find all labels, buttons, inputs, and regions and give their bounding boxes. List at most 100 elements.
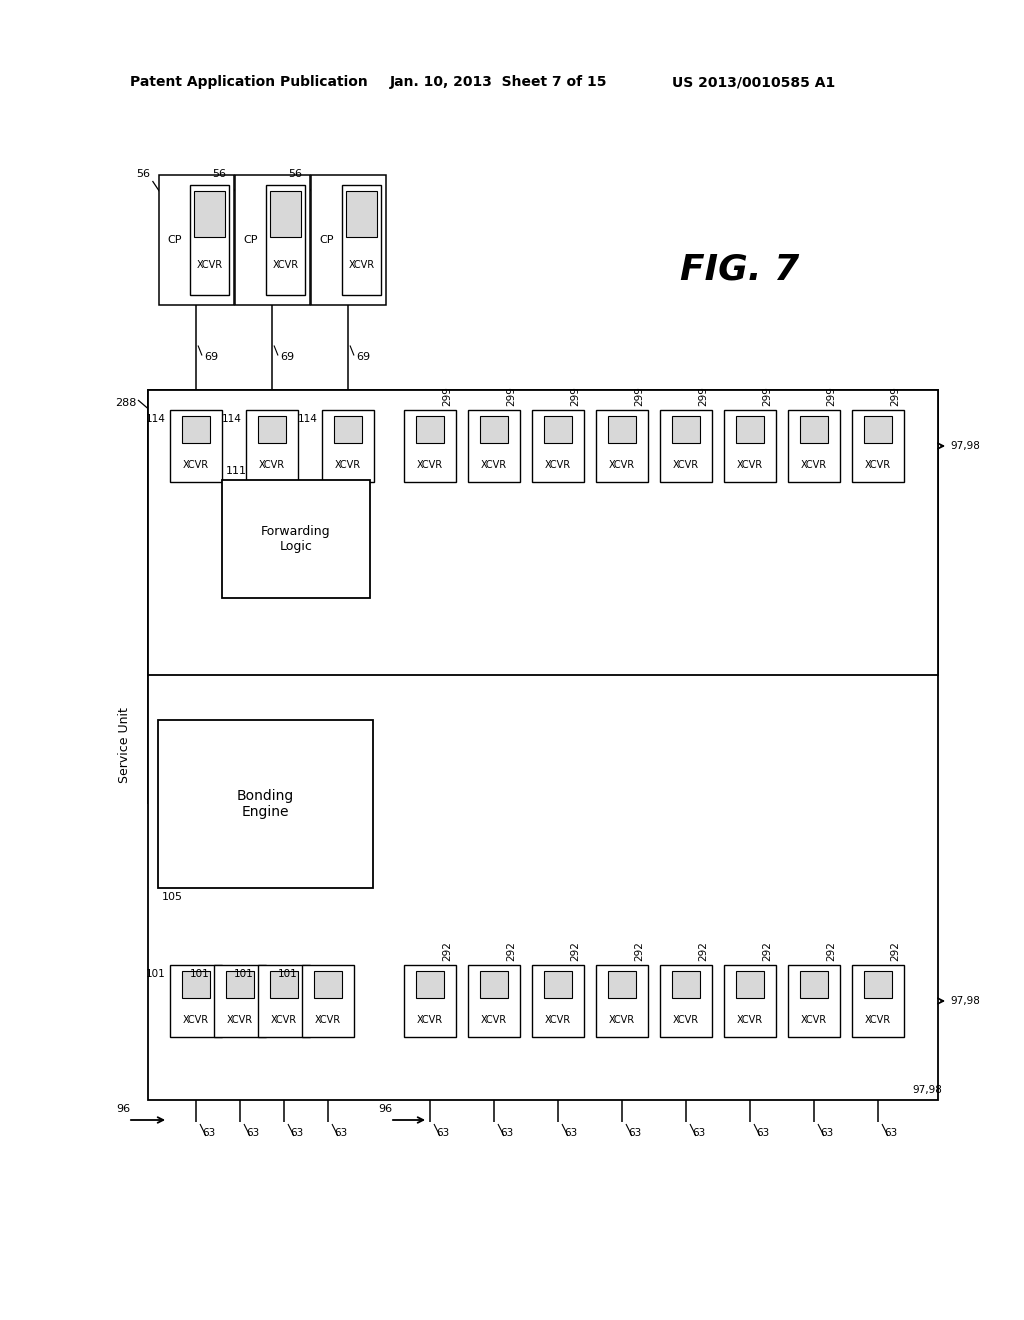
Text: 63: 63	[820, 1129, 834, 1138]
Text: 63: 63	[756, 1129, 769, 1138]
Text: 63: 63	[334, 1129, 347, 1138]
Bar	[302, 965, 354, 1038]
Text: 96: 96	[378, 1104, 392, 1114]
Text: 56: 56	[289, 169, 302, 180]
Text: Patent Application Publication: Patent Application Publication	[130, 75, 368, 88]
Bar	[214, 965, 266, 1038]
Text: CP: CP	[244, 235, 258, 246]
Text: 56: 56	[213, 169, 226, 180]
Text: XCVR: XCVR	[183, 1015, 209, 1024]
Text: XCVR: XCVR	[737, 459, 763, 470]
Text: 299: 299	[762, 387, 772, 407]
Text: XCVR: XCVR	[481, 459, 507, 470]
Bar	[532, 965, 584, 1038]
Text: 63: 63	[202, 1129, 215, 1138]
Bar	[660, 411, 712, 482]
Bar	[596, 965, 648, 1038]
Text: 114: 114	[222, 414, 242, 424]
Text: 292: 292	[890, 941, 900, 961]
Bar	[313, 970, 342, 998]
Bar	[148, 389, 938, 1100]
Text: 69: 69	[356, 352, 370, 363]
Bar	[607, 970, 636, 998]
Text: 69: 69	[204, 352, 218, 363]
Text: XCVR: XCVR	[609, 459, 635, 470]
Bar	[479, 970, 508, 998]
Bar	[607, 416, 636, 444]
Text: 292: 292	[442, 941, 452, 961]
Text: Service Unit: Service Unit	[118, 708, 130, 783]
Text: XCVR: XCVR	[737, 1015, 763, 1024]
Text: XCVR: XCVR	[801, 1015, 827, 1024]
Text: 63: 63	[290, 1129, 303, 1138]
Bar	[660, 965, 712, 1038]
Text: CP: CP	[168, 235, 182, 246]
Bar	[258, 965, 310, 1038]
Text: 63: 63	[246, 1129, 259, 1138]
Text: XCVR: XCVR	[271, 1015, 297, 1024]
Text: 299: 299	[890, 387, 900, 407]
Bar	[158, 719, 373, 888]
Text: 299: 299	[506, 387, 516, 407]
Bar	[334, 416, 362, 444]
Text: 111: 111	[226, 466, 247, 477]
Bar	[266, 185, 305, 294]
Bar	[159, 176, 233, 305]
Text: XCVR: XCVR	[259, 459, 285, 470]
Text: Bonding
Engine: Bonding Engine	[237, 789, 294, 820]
Bar	[181, 416, 210, 444]
Bar	[863, 970, 892, 998]
Text: XCVR: XCVR	[865, 459, 891, 470]
Text: 114: 114	[146, 414, 166, 424]
Text: XCVR: XCVR	[481, 1015, 507, 1024]
Text: Forwarding
Logic: Forwarding Logic	[261, 525, 331, 553]
Text: 97,98: 97,98	[912, 1085, 942, 1096]
Text: XCVR: XCVR	[227, 1015, 253, 1024]
Bar	[735, 970, 764, 998]
Bar	[672, 970, 700, 998]
Text: XCVR: XCVR	[197, 260, 222, 271]
Text: XCVR: XCVR	[335, 459, 361, 470]
Text: 63: 63	[436, 1129, 450, 1138]
Bar	[234, 176, 309, 305]
Text: 299: 299	[826, 387, 836, 407]
Text: 292: 292	[634, 941, 644, 961]
Text: 288: 288	[115, 399, 136, 408]
Text: 97,98: 97,98	[950, 441, 980, 451]
Text: 63: 63	[500, 1129, 513, 1138]
Bar	[544, 416, 572, 444]
Bar	[724, 965, 776, 1038]
Bar	[852, 411, 904, 482]
Text: 69: 69	[280, 352, 294, 363]
Bar	[479, 416, 508, 444]
Text: 292: 292	[570, 941, 580, 961]
Bar	[346, 191, 377, 236]
Text: 299: 299	[570, 387, 580, 407]
Text: XCVR: XCVR	[545, 459, 571, 470]
Text: XCVR: XCVR	[183, 459, 209, 470]
Text: 299: 299	[634, 387, 644, 407]
Bar	[788, 411, 840, 482]
Text: XCVR: XCVR	[673, 459, 699, 470]
Text: XCVR: XCVR	[801, 459, 827, 470]
Bar	[416, 970, 444, 998]
Bar	[310, 176, 385, 305]
Text: 101: 101	[146, 969, 166, 979]
Bar	[225, 970, 254, 998]
Bar	[404, 411, 456, 482]
Text: 56: 56	[136, 169, 151, 180]
Text: 292: 292	[762, 941, 772, 961]
Bar	[181, 970, 210, 998]
Text: 299: 299	[442, 387, 452, 407]
Bar	[322, 411, 374, 482]
Bar	[194, 191, 225, 236]
Text: 97,98: 97,98	[950, 997, 980, 1006]
Bar	[246, 411, 298, 482]
Text: XCVR: XCVR	[545, 1015, 571, 1024]
Text: XCVR: XCVR	[865, 1015, 891, 1024]
Bar	[190, 185, 229, 294]
Text: XCVR: XCVR	[609, 1015, 635, 1024]
Text: 63: 63	[692, 1129, 706, 1138]
Bar	[800, 416, 828, 444]
Bar	[788, 965, 840, 1038]
